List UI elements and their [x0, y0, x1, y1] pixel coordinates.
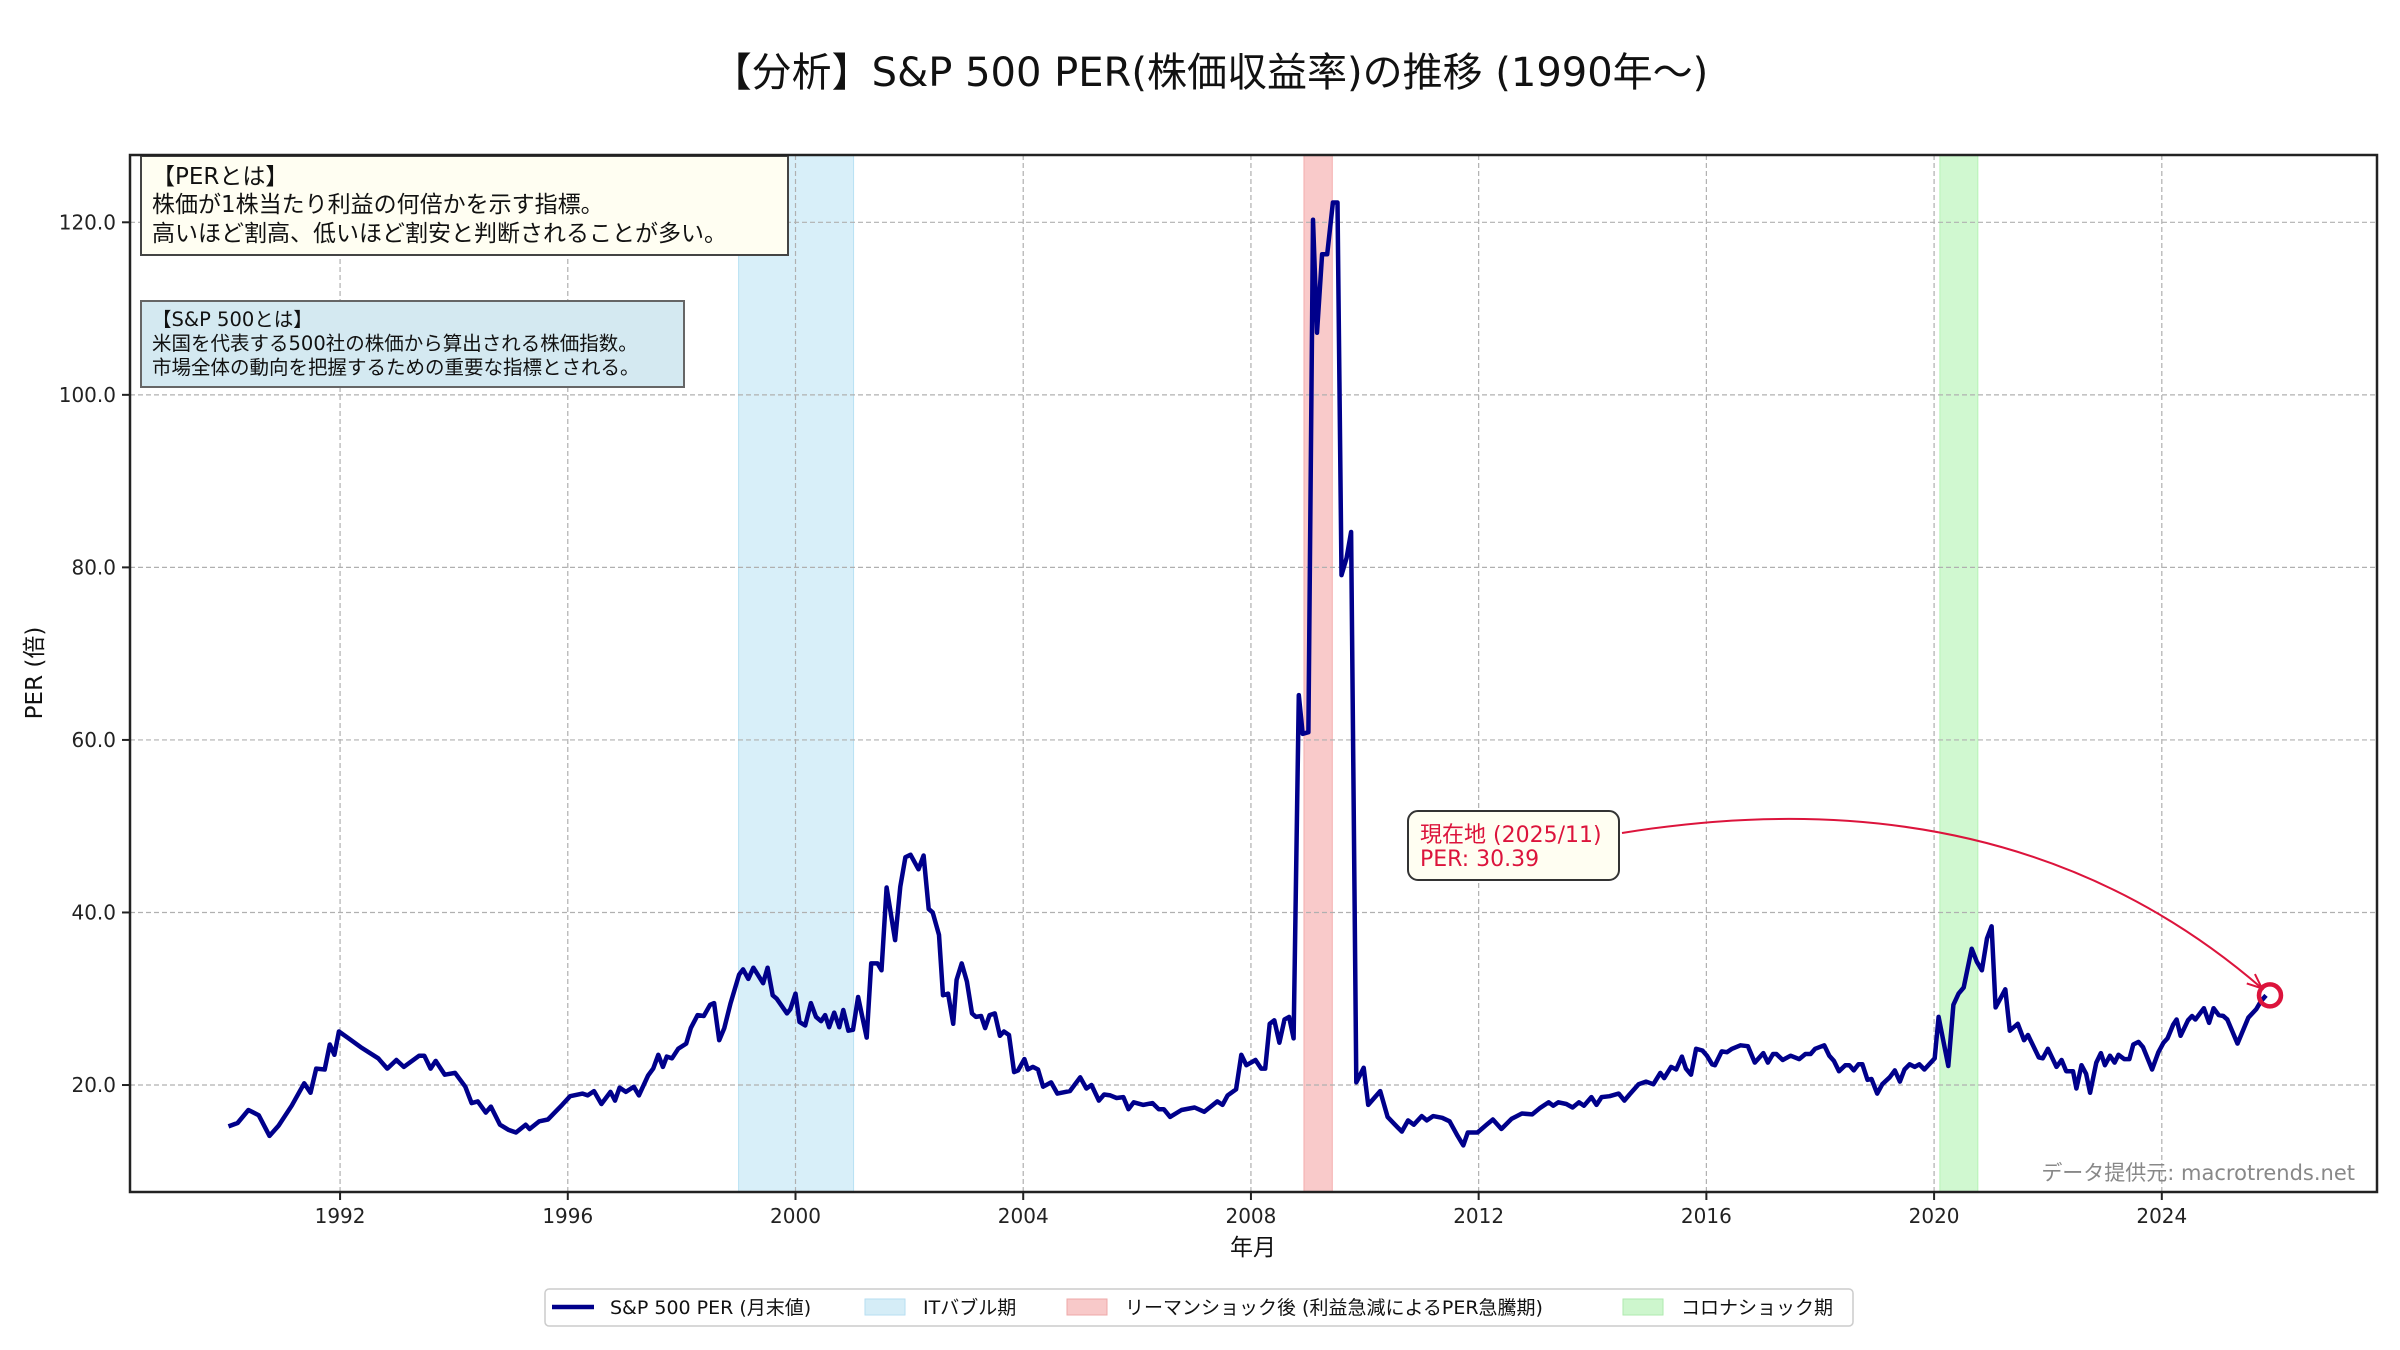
- grid-lines: [130, 155, 2377, 1192]
- per-info-line2: 高いほど割高、低いほど割安と判断されることが多い。: [152, 221, 727, 247]
- y-tick-label: 20.0: [71, 1073, 116, 1097]
- per-info-box-frame: [140, 155, 789, 256]
- legend-label-it-bubble: ITバブル期: [923, 1296, 1016, 1319]
- sp500-info-box: 【S&P 500とは】 米国を代表する500社の株価から算出される株価指数。 市…: [140, 300, 685, 388]
- series-line-sp500-per: [227, 200, 2268, 1148]
- current-point-marker: [2256, 982, 2284, 1009]
- x-tick-label: 2012: [1453, 1204, 1504, 1228]
- x-tick-label: 2016: [1681, 1204, 1732, 1228]
- per-info-heading: 【PERとは】: [152, 164, 288, 190]
- y-tick-label: 120.0: [59, 210, 116, 234]
- per-info-line1: 株価が1株当たり利益の何倍かを示す指標。: [152, 192, 604, 218]
- annotation-arrow: [1621, 817, 2263, 990]
- per-info-box: 【PERとは】 株価が1株当たり利益の何倍かを示す指標。 高いほど割高、低いほど…: [140, 155, 789, 256]
- plot-frame: [128, 153, 2379, 1194]
- span-2: [1939, 154, 1979, 1193]
- legend-label-lehman: リーマンショック後 (利益急減によるPER急騰期): [1125, 1297, 1543, 1319]
- x-axis-label: 年月: [1230, 1235, 1276, 1261]
- y-tick-label: 80.0: [71, 555, 116, 579]
- annotation-box: [1407, 810, 1620, 881]
- sp500-info-box-frame: [140, 300, 685, 388]
- sp500-info-heading: 【S&P 500とは】: [152, 308, 313, 331]
- legend-frame: [544, 1288, 1854, 1327]
- annotation-line2: PER: 30.39: [1420, 847, 1539, 872]
- chart-title: 【分析】S&P 500 PER(株価収益率)の推移 (1990年〜): [712, 50, 1709, 96]
- sp500-info-line1: 米国を代表する500社の株価から算出される株価指数。: [152, 332, 638, 355]
- axis-ticks: 1992 1996 2000 2004 2008 2012 2016 2020 2024 20.0…: [59, 210, 2188, 1228]
- highlight-spans: [738, 154, 1979, 1193]
- annotation-line1: 現在地 (2025/11): [1420, 823, 1602, 848]
- x-tick-label: 2024: [2136, 1204, 2187, 1228]
- y-axis-label: PER (倍): [22, 627, 48, 720]
- y-tick-label: 60.0: [71, 728, 116, 752]
- legend-label-series: S&P 500 PER (月末値): [610, 1297, 811, 1319]
- x-tick-label: 2008: [1225, 1204, 1276, 1228]
- x-tick-label: 2004: [998, 1204, 1049, 1228]
- legend-swatch-covid: [1622, 1298, 1664, 1316]
- legend-swatch-lehman: [1066, 1298, 1108, 1316]
- x-tick-label: 2020: [1909, 1204, 1960, 1228]
- y-tick-label: 40.0: [71, 900, 116, 924]
- x-tick-label: 2000: [770, 1204, 821, 1228]
- data-source-credit: データ提供元: macrotrends.net: [2041, 1161, 2355, 1185]
- y-tick-label: 100.0: [59, 383, 116, 407]
- sp500-info-line2: 市場全体の動向を把握するための重要な指標とされる。: [152, 356, 640, 379]
- current-annotation: 現在地 (2025/11) PER: 30.39: [1407, 810, 2284, 1009]
- x-tick-label: 1996: [542, 1204, 593, 1228]
- legend-swatch-it-bubble: [864, 1298, 906, 1316]
- legend: S&P 500 PER (月末値) ITバブル期 リーマンショック後 (利益急減…: [544, 1288, 1854, 1327]
- legend-label-covid: コロナショック期: [1681, 1297, 1833, 1319]
- x-tick-label: 1992: [315, 1204, 366, 1228]
